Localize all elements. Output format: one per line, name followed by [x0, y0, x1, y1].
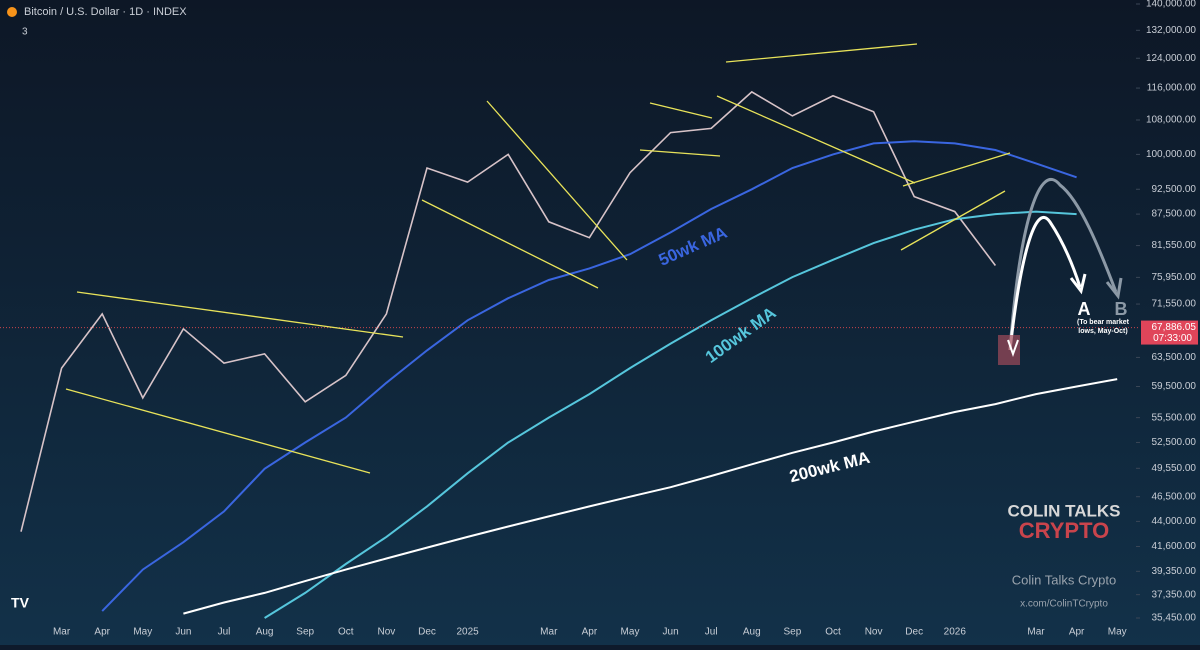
trendline [649, 102, 713, 119]
x-tick-label: 2026 [944, 627, 967, 638]
y-tick-label: 132,000.00 [1146, 25, 1196, 36]
x-tick-label: May [1108, 627, 1127, 638]
arrow-a-head [1069, 273, 1087, 295]
x-tick-label: Nov [378, 627, 396, 638]
x-tick-label: 2025 [456, 627, 479, 638]
y-tick-label: 92,500.00 [1152, 184, 1197, 195]
watermark-name: Colin Talks Crypto [1012, 572, 1117, 587]
x-tick-label: Sep [296, 627, 314, 638]
y-tick-label: 75,950.00 [1152, 272, 1197, 283]
y-tick-label: 100,000.00 [1146, 149, 1196, 160]
y-tick-label: 59,500.00 [1152, 381, 1197, 392]
y-tick-label: 46,500.00 [1152, 491, 1197, 502]
x-tick-label: Sep [784, 627, 802, 638]
trendline [639, 149, 721, 157]
y-tick-label: 87,500.00 [1152, 209, 1197, 220]
arrow-a [1008, 215, 1082, 351]
indicator-count: 3 [22, 27, 28, 38]
watermark-line2: CRYPTO [1019, 518, 1109, 543]
x-tick-label: May [621, 627, 640, 638]
y-tick-label: 52,500.00 [1152, 437, 1197, 448]
countdown: 07:33:00 [1153, 333, 1192, 344]
y-tick-label: 41,600.00 [1152, 541, 1197, 552]
x-tick-label: Dec [418, 627, 436, 638]
trendline [486, 100, 628, 261]
arrow-b-head [1105, 277, 1123, 300]
trendline [65, 388, 371, 474]
arrow-b [1008, 178, 1118, 351]
x-tick-label: Jun [663, 627, 679, 638]
last-price-box [1141, 320, 1198, 345]
btc-icon [7, 7, 17, 17]
watermark-line1: COLIN TALKS [1007, 501, 1120, 520]
y-tick-label: 37,350.00 [1152, 589, 1197, 600]
chart-title: Bitcoin / U.S. Dollar · 1D · INDEX [24, 6, 187, 18]
y-tick-label: 124,000.00 [1146, 53, 1196, 64]
trendline [900, 190, 1006, 251]
x-tick-label: Mar [540, 627, 558, 638]
label-a: A [1078, 299, 1091, 319]
y-tick-label: 108,000.00 [1146, 115, 1196, 126]
x-tick-label: Oct [338, 627, 354, 638]
note-a: (To bear market lows, May-Oct) [1077, 319, 1129, 335]
trendline [421, 199, 599, 289]
x-tick-label: Oct [825, 627, 841, 638]
x-tick-label: Apr [94, 627, 110, 638]
label-b: B [1115, 299, 1128, 319]
x-tick-label: Apr [582, 627, 598, 638]
highlight-box [998, 335, 1020, 365]
x-tick-label: Mar [53, 627, 71, 638]
note-a-text: (To bear market lows, May-Oct) [1077, 319, 1129, 335]
trendline [76, 291, 404, 338]
tv-logo: TV [11, 595, 30, 611]
x-tick-label: Mar [1027, 627, 1045, 638]
series-line [101, 140, 1077, 612]
x-tick-label: Jul [705, 627, 718, 638]
x-tick-label: Aug [256, 627, 274, 638]
x-tick-label: Jul [218, 627, 231, 638]
trendline [902, 152, 1011, 187]
x-tick-label: Apr [1069, 627, 1085, 638]
y-tick-label: 44,000.00 [1152, 516, 1197, 527]
plot [0, 3, 1140, 619]
x-tick-label: Aug [743, 627, 761, 638]
x-tick-label: May [133, 627, 152, 638]
y-tick-label: 35,450.00 [1152, 613, 1197, 624]
series-line [264, 210, 1077, 619]
y-tick-label: 71,550.00 [1152, 299, 1197, 310]
watermark-handle: x.com/ColinTCrypto [1020, 599, 1108, 610]
trendlines [65, 43, 1011, 474]
x-tick-label: Jun [175, 627, 191, 638]
series-line [183, 378, 1118, 615]
x-tick-label: Dec [905, 627, 923, 638]
down-arrow [1007, 339, 1019, 357]
trendline [725, 43, 918, 63]
series-line [20, 90, 997, 532]
y-tick-label: 55,500.00 [1152, 412, 1197, 423]
x-tick-label: Nov [865, 627, 883, 638]
y-tick-label: 39,350.00 [1152, 566, 1197, 577]
trendline [716, 95, 916, 184]
y-tick-label: 49,550.00 [1152, 463, 1197, 474]
y-tick-label: 63,500.00 [1152, 352, 1197, 363]
last-price-label: 67,886.05 [1152, 322, 1197, 333]
y-tick-label: 116,000.00 [1147, 83, 1197, 94]
y-tick-label: 140,000.00 [1146, 0, 1196, 10]
y-tick-label: 81,550.00 [1152, 240, 1197, 251]
